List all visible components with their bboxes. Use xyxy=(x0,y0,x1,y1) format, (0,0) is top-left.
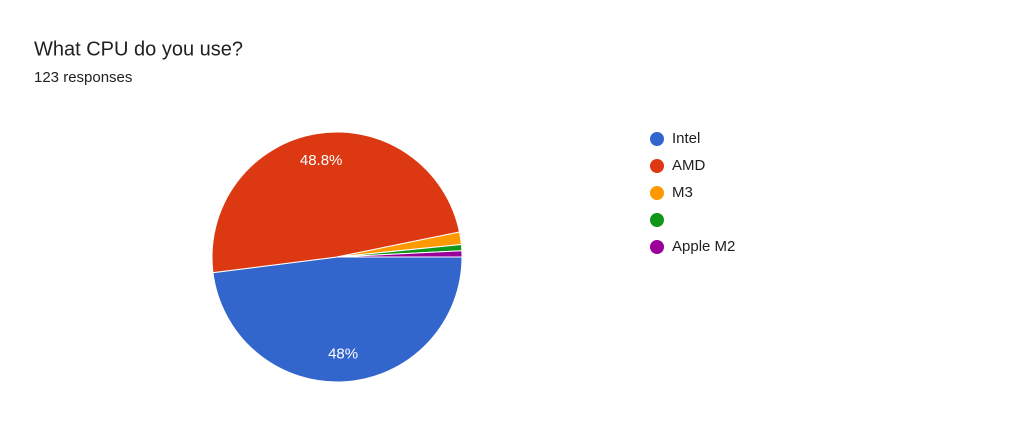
pie-slice xyxy=(211,131,461,274)
legend-label: Intel xyxy=(672,130,700,147)
chart-title: What CPU do you use? xyxy=(34,38,243,60)
legend-marker xyxy=(650,186,664,200)
chart-subtitle: 123 responses xyxy=(34,69,132,86)
legend-label: Apple M2 xyxy=(672,238,735,255)
legend-marker xyxy=(650,213,664,227)
legend-marker xyxy=(650,240,664,254)
legend-marker xyxy=(650,159,664,173)
legend-label: M3 xyxy=(672,184,693,201)
slice-label: 48% xyxy=(328,345,358,362)
legend-marker xyxy=(650,132,664,146)
pie-slice xyxy=(212,256,463,383)
pie-slice xyxy=(336,250,463,258)
slice-label: 48.8% xyxy=(300,152,343,169)
legend-label: AMD xyxy=(672,157,706,174)
